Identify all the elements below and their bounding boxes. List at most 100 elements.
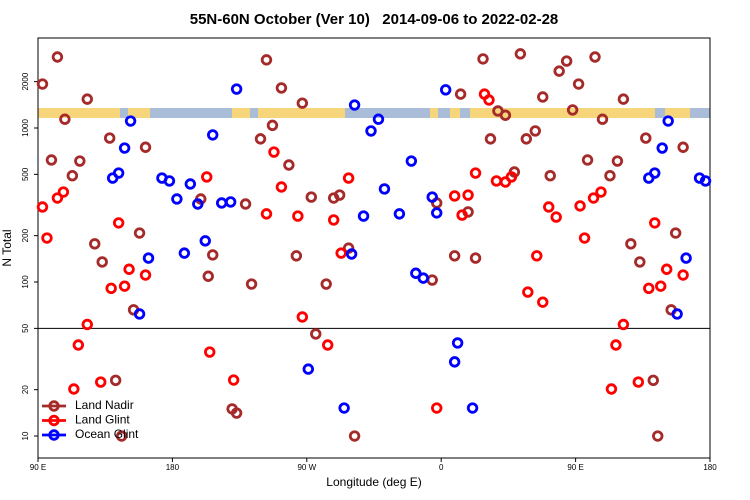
point — [652, 430, 664, 442]
point — [669, 227, 682, 239]
point — [640, 132, 652, 144]
point — [123, 263, 135, 275]
point — [514, 48, 527, 60]
land-strip — [258, 108, 345, 118]
point — [617, 318, 630, 331]
legend-marker — [48, 414, 60, 427]
point — [109, 374, 122, 387]
point — [310, 328, 322, 340]
point — [522, 286, 534, 298]
point — [572, 78, 585, 90]
plot-frame — [37, 37, 711, 459]
legend-marker — [48, 400, 60, 412]
legend-marker — [48, 429, 60, 441]
land-strip — [128, 108, 150, 118]
point — [655, 280, 667, 292]
x-tick-label: 90 W — [297, 463, 316, 472]
point — [448, 190, 461, 202]
chart-title: 55N-60N October (Ver 10) 2014-09-06 to 2… — [190, 11, 559, 28]
point — [207, 129, 219, 141]
point — [68, 383, 80, 395]
point — [96, 256, 108, 268]
point — [66, 170, 79, 182]
point — [41, 232, 53, 244]
y-tick-label: 500 — [21, 167, 30, 181]
point — [260, 54, 273, 66]
land-ocean-strip — [38, 108, 710, 118]
point — [448, 356, 461, 368]
point — [410, 267, 422, 279]
point — [81, 93, 93, 105]
land-strip — [430, 108, 438, 118]
point — [51, 192, 64, 204]
point — [372, 113, 385, 125]
point — [469, 252, 482, 264]
y-tick-label: 50 — [21, 323, 30, 332]
point — [677, 269, 689, 281]
y-tick-label: 100 — [21, 275, 30, 289]
point — [462, 189, 474, 201]
point — [36, 78, 49, 90]
point — [81, 318, 93, 331]
point — [89, 238, 101, 250]
point — [643, 282, 655, 295]
point — [345, 248, 358, 260]
point — [393, 208, 406, 220]
point — [139, 141, 152, 153]
land-strip — [665, 108, 690, 118]
point — [112, 167, 125, 179]
point — [348, 430, 361, 442]
point — [405, 155, 418, 167]
point — [431, 402, 443, 414]
legend-label: Land Glint — [75, 413, 130, 427]
point — [207, 249, 219, 261]
point — [566, 104, 579, 116]
point — [192, 198, 204, 210]
point — [483, 94, 495, 106]
point — [115, 430, 128, 442]
point — [466, 402, 479, 414]
point — [611, 155, 624, 167]
point — [290, 250, 303, 262]
point — [333, 189, 346, 201]
point — [604, 170, 616, 182]
point — [292, 210, 304, 222]
point — [322, 339, 334, 351]
point — [95, 376, 107, 388]
point — [163, 175, 176, 187]
point — [456, 209, 468, 221]
series — [106, 83, 712, 414]
point — [342, 172, 355, 184]
point — [451, 337, 464, 349]
point — [305, 191, 317, 203]
point — [254, 133, 267, 145]
point — [133, 308, 146, 320]
point — [537, 91, 549, 103]
point — [484, 133, 497, 145]
point — [178, 247, 191, 259]
point — [677, 141, 689, 153]
point — [327, 214, 340, 226]
point — [610, 339, 622, 351]
point — [266, 119, 279, 132]
point — [268, 146, 280, 158]
point — [184, 178, 197, 190]
point — [520, 133, 533, 145]
point — [660, 263, 673, 275]
point — [239, 198, 252, 210]
point — [296, 311, 309, 323]
point — [543, 201, 555, 213]
point — [118, 142, 131, 154]
point — [72, 339, 85, 351]
point — [320, 278, 332, 290]
point — [671, 308, 683, 320]
point — [560, 55, 573, 67]
point — [103, 132, 116, 144]
point — [201, 171, 213, 183]
legend-label: Land Nadir — [75, 398, 134, 412]
land-strip — [232, 108, 250, 118]
point — [499, 109, 512, 121]
point — [529, 125, 541, 137]
y-tick-label: 1000 — [21, 119, 30, 137]
